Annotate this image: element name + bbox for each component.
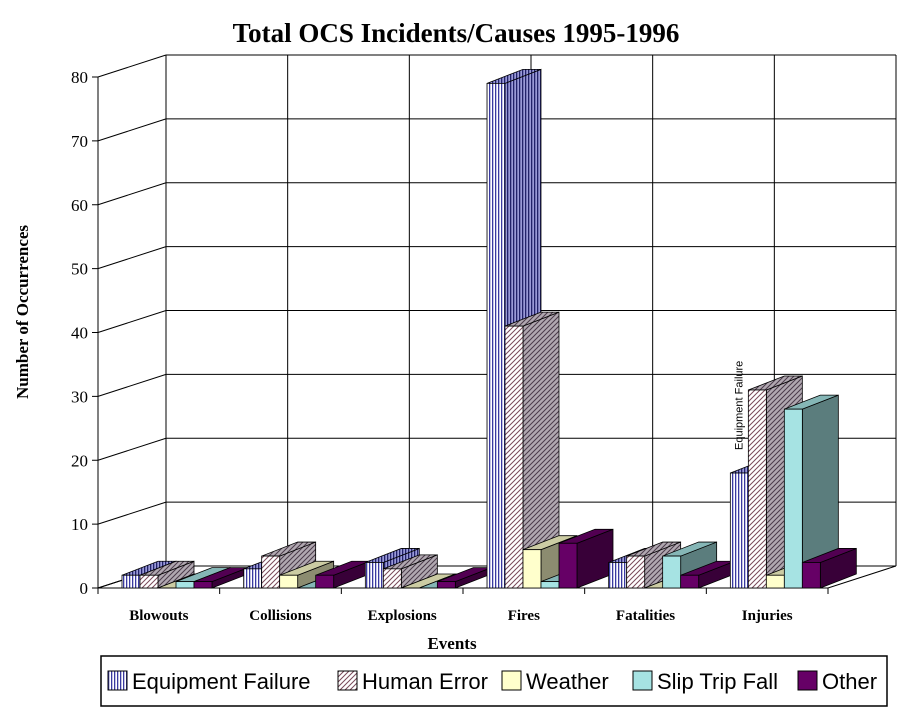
gridline-side: [97, 310, 167, 333]
bar-front: [540, 581, 560, 589]
chart-bars: Equipment Failure: [121, 68, 857, 589]
legend-label: Equipment Failure: [132, 669, 311, 694]
bar: [382, 554, 438, 589]
bar-front: [765, 574, 785, 589]
bar-front: [279, 574, 299, 589]
legend-swatch: [797, 670, 818, 691]
y-tick-label: 60: [71, 196, 88, 215]
bar-front: [747, 389, 767, 589]
gridline-side: [97, 182, 167, 206]
legend-label: Human Error: [362, 669, 488, 694]
bar-front: [801, 562, 821, 589]
legend-swatch: [501, 670, 522, 691]
bar-front: [486, 82, 506, 589]
y-tick-label: 80: [71, 68, 88, 87]
gridline-side: [97, 54, 167, 78]
bar: [504, 311, 560, 589]
bar: [315, 560, 371, 589]
y-tick-label: 40: [71, 324, 88, 343]
bar: [436, 567, 492, 589]
x-tick-label: Injuries: [742, 608, 793, 624]
legend-swatch: [107, 670, 128, 691]
bar: [139, 560, 195, 589]
bar: [558, 528, 614, 589]
bar: [801, 547, 857, 589]
y-tick-label: 50: [71, 260, 88, 279]
legend-swatch: [337, 670, 358, 691]
x-tick-label: Fatalities: [616, 608, 675, 624]
legend-label: Other: [822, 669, 877, 694]
bar-front: [504, 325, 524, 589]
legend-label: Slip Trip Fall: [657, 669, 778, 694]
y-tick-label: 30: [71, 387, 88, 406]
bar: [279, 560, 335, 589]
bar-front: [175, 581, 195, 589]
bar-front: [261, 555, 281, 589]
legend-frame: [100, 655, 888, 707]
y-tick-label: 0: [80, 579, 89, 598]
chart-title: Total OCS Incidents/Causes 1995-1996: [233, 18, 680, 48]
bar-front: [121, 574, 141, 589]
gridline-side: [97, 246, 167, 270]
y-tick-label: 20: [71, 451, 88, 470]
bar-front: [243, 568, 263, 589]
bar-front: [522, 549, 542, 589]
y-tick-label: 10: [71, 515, 88, 534]
x-tick-label: Blowouts: [129, 608, 188, 624]
bar-front: [662, 555, 682, 589]
bar-front: [608, 562, 628, 589]
bar-front: [436, 581, 456, 589]
bar-front: [626, 555, 646, 589]
bar-front: [783, 408, 803, 589]
gridline-side: [97, 501, 167, 525]
x-tick-label: Collisions: [249, 608, 312, 624]
annotation-label: Equipment Failure: [733, 361, 745, 450]
bar-front: [382, 568, 402, 589]
gridline-side: [97, 118, 167, 142]
y-axis-label: Number of Occurrences: [13, 225, 32, 399]
bar-front: [139, 574, 159, 589]
gridline-side: [97, 373, 167, 397]
chart-axes: 0 10 20 30 40 50 60 70 80 Blowouts Collisions Explo…: [71, 68, 897, 624]
bar-front: [680, 574, 700, 589]
bar-front: [315, 574, 335, 589]
bar-front: [558, 542, 578, 589]
x-tick-label: Explosions: [368, 608, 437, 624]
bar: [783, 394, 839, 589]
bar-front: [729, 472, 749, 589]
y-tick-label: 70: [71, 132, 88, 151]
bar-front: [193, 581, 213, 589]
chart-legend: Equipment Failure Human Error Weather Slip …: [100, 655, 888, 707]
bar: [680, 560, 736, 589]
gridline-side: [97, 437, 167, 461]
bar-front: [364, 562, 384, 589]
x-tick-label: Fires: [508, 608, 540, 624]
legend-swatch: [632, 670, 653, 691]
x-axis-label: Events: [427, 634, 477, 653]
legend-label: Weather: [526, 669, 609, 694]
